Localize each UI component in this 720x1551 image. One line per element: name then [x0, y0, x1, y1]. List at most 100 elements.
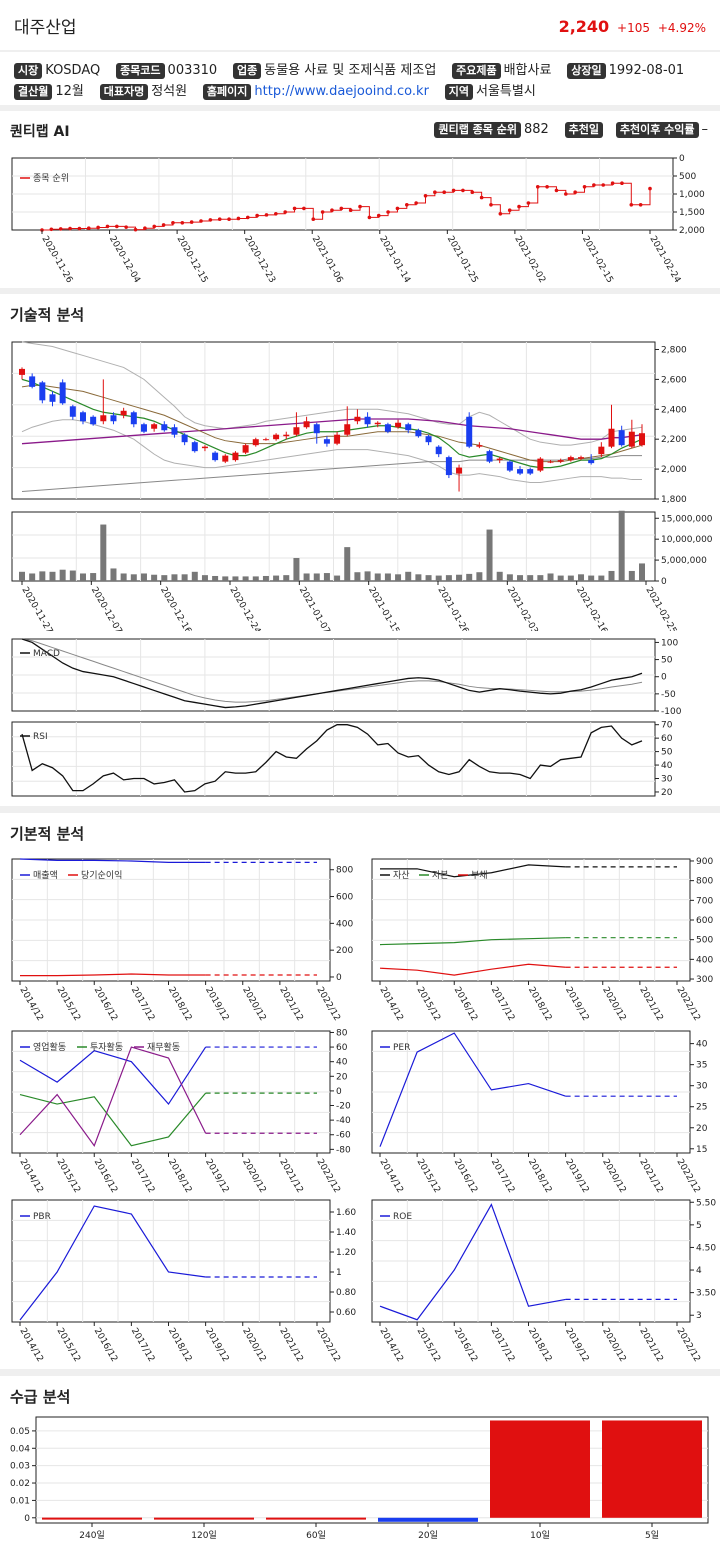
candle-body [110, 415, 117, 422]
rank-point [311, 217, 316, 221]
volume-bar [252, 576, 259, 581]
industry-value: 동물용 사료 및 조제식품 제조업 [264, 63, 437, 78]
volume-bar [49, 571, 56, 581]
candle-body [79, 412, 86, 422]
rank-point [292, 206, 297, 211]
y-tick-label: 0.03 [10, 1462, 30, 1472]
x-tick-label: 2016/12 [92, 986, 119, 1023]
y-tick-label: 30 [661, 775, 673, 785]
volume-bar [273, 575, 280, 581]
price-chart: 1,800 2,000 2,200 2,400 2,600 2,800 [11, 341, 687, 504]
x-tick-label: 2021/12 [637, 986, 664, 1023]
x-tick-label: 2020/12 [600, 1327, 627, 1364]
rank-point [367, 215, 372, 220]
x-tick-label: 2016/12 [92, 1158, 119, 1195]
rank-point [49, 227, 54, 232]
candle-body [252, 439, 259, 446]
supply-bar [378, 1517, 478, 1522]
volume-bar [323, 573, 330, 581]
rank-point [461, 188, 465, 193]
x-tick-label: 2020-12-15 [175, 235, 210, 285]
x-tick-label: 2022/12 [674, 1158, 701, 1195]
candle-body [39, 382, 46, 401]
legend-label: PER [393, 1043, 410, 1053]
y-tick-label: 300 [696, 975, 713, 985]
volume-bar [283, 575, 290, 581]
x-tick-label: 5일 [645, 1530, 659, 1541]
x-tick-label: 2022/12 [314, 986, 341, 1023]
x-tick-label: 2018/12 [526, 1158, 553, 1195]
technical-title: 기술적 분석 [10, 306, 85, 324]
x-tick-label: 2018/12 [526, 986, 553, 1023]
volume-bar [456, 574, 463, 581]
y-tick-label: 5,000,000 [661, 556, 707, 566]
code-tag: 종목코드 [116, 63, 165, 79]
volume-bar [29, 573, 36, 581]
x-tick-label: 2021-01-14 [377, 235, 412, 286]
since-return-value: – [701, 122, 709, 137]
x-tick-label: 2021-02-02 [512, 235, 547, 285]
x-tick-label: 2020-12-24 [227, 586, 262, 632]
rank-point [348, 208, 353, 212]
candle-body [537, 458, 544, 471]
x-tick-label: 2022/12 [674, 1327, 701, 1364]
rank-point [545, 185, 549, 189]
x-tick-label: 2021-01-25 [445, 235, 480, 285]
candle-body [496, 458, 503, 461]
candle-body [384, 424, 391, 432]
volume-bar [506, 574, 513, 581]
pbr-chart: 0.60 0.80 1 1.20 1.40 1.60 2014/12 2015/12 2016/… [11, 1199, 356, 1364]
volume-bar [466, 573, 473, 581]
volume-bar [415, 574, 422, 581]
legend-label: 투자활동 [90, 1041, 123, 1053]
candle-body [466, 416, 473, 447]
y-tick-label: 0 [336, 973, 342, 983]
y-tick-label: 600 [336, 893, 353, 903]
x-tick-label: 2019/12 [203, 1158, 230, 1195]
volume-bar [557, 575, 564, 581]
rank-point [554, 188, 559, 193]
y-tick-label: 2,400 [661, 405, 687, 415]
y-tick-label: 0.05 [10, 1427, 30, 1437]
x-tick-label: 2020-12-07 [89, 586, 124, 632]
rank-point [58, 227, 63, 231]
x-tick-label: 2021/12 [277, 1158, 304, 1195]
candle-body [191, 442, 198, 452]
legend-label: 당기순이익 [81, 869, 122, 881]
homepage-tag: 홈페이지 [202, 84, 252, 100]
candle-body [293, 427, 300, 435]
candle-body [628, 431, 635, 447]
y-tick-label: 80 [336, 1028, 348, 1038]
rank-point [592, 183, 596, 187]
y-tick-label: -60 [336, 1131, 351, 1141]
volume-bar [79, 573, 86, 581]
x-tick-label: 2014/12 [377, 1158, 404, 1195]
candle-body [313, 424, 320, 434]
volume-bar [303, 573, 310, 581]
volume-bar [628, 570, 635, 581]
candle-body [578, 457, 585, 459]
legend-label: 자산 [393, 870, 410, 881]
candle-body [486, 451, 493, 462]
y-tick-label: 1.40 [336, 1228, 356, 1238]
supply-bar [42, 1517, 142, 1520]
x-tick-label: 2022/12 [674, 986, 701, 1023]
x-tick-label: 2021-02-16 [574, 586, 609, 632]
candle-body [120, 410, 127, 416]
rank-point [582, 185, 587, 189]
volume-bar [100, 524, 107, 581]
y-tick-label: 600 [696, 916, 713, 926]
x-tick-label: 2020-12-16 [158, 586, 193, 632]
homepage-link[interactable]: http://www.daejooind.co.kr [254, 84, 429, 99]
x-tick-label: 2014/12 [377, 986, 404, 1023]
legend-label: 부채 [471, 870, 488, 881]
y-tick-label: 40 [661, 761, 673, 771]
y-tick-label: 4 [696, 1266, 702, 1276]
y-tick-label: 2,200 [661, 435, 687, 445]
x-tick-label: 2020/12 [240, 1327, 267, 1364]
candle-body [364, 416, 371, 425]
volume-bar [384, 573, 391, 581]
rank-point [115, 224, 119, 229]
candle-body [527, 469, 534, 474]
x-tick-label: 2021/12 [277, 986, 304, 1023]
